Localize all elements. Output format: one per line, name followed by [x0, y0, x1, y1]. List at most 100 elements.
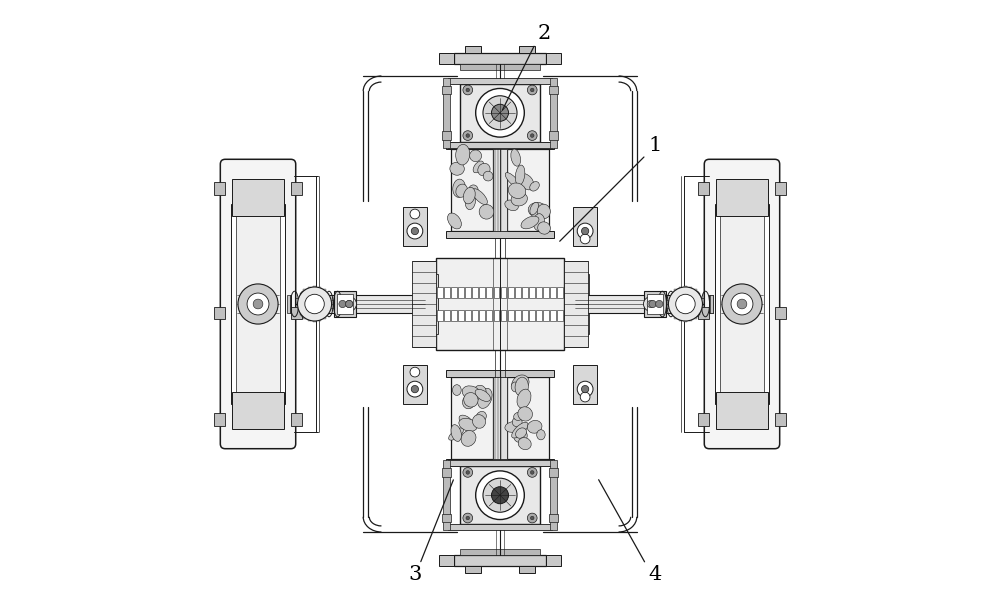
Ellipse shape [459, 415, 473, 427]
Bar [460, 466, 540, 524]
Circle shape [466, 88, 470, 92]
Circle shape [298, 287, 332, 321]
Circle shape [466, 134, 470, 137]
Bar [699, 302, 703, 306]
Bar [549, 468, 558, 477]
Circle shape [647, 300, 654, 308]
Bar [448, 142, 552, 148]
Circle shape [466, 471, 470, 474]
Bar [300, 311, 304, 315]
Ellipse shape [456, 144, 470, 165]
Bar [308, 287, 311, 291]
Bar [442, 131, 451, 140]
Circle shape [530, 134, 534, 137]
Bar [465, 310, 471, 321]
Bar [549, 131, 558, 140]
Bar [448, 460, 552, 466]
Bar [291, 182, 302, 195]
Circle shape [305, 294, 324, 314]
Bar [442, 468, 451, 477]
Circle shape [339, 300, 346, 308]
Bar [515, 287, 521, 298]
Ellipse shape [476, 412, 486, 422]
Bar [696, 311, 700, 315]
Ellipse shape [483, 171, 493, 181]
Ellipse shape [537, 204, 550, 219]
Bar [522, 287, 528, 298]
Circle shape [643, 297, 658, 311]
Bar [458, 287, 464, 298]
Circle shape [580, 392, 590, 402]
Bar [442, 86, 451, 94]
Bar [300, 293, 304, 297]
Bar [508, 310, 514, 321]
Bar [775, 182, 786, 195]
Circle shape [346, 300, 353, 308]
Ellipse shape [516, 428, 526, 438]
Ellipse shape [518, 438, 531, 449]
Bar [550, 287, 556, 298]
Ellipse shape [473, 415, 486, 428]
Bar [699, 297, 702, 301]
Bar [669, 307, 672, 311]
Bar [479, 287, 485, 298]
Circle shape [676, 294, 695, 314]
Ellipse shape [456, 184, 467, 198]
Bar [710, 295, 713, 313]
Bar [493, 377, 507, 459]
Ellipse shape [512, 375, 529, 392]
Bar [575, 274, 589, 334]
Bar [679, 287, 682, 291]
Ellipse shape [512, 417, 522, 427]
Bar [507, 377, 549, 459]
Bar [437, 287, 443, 298]
Bar [671, 311, 674, 315]
Ellipse shape [459, 418, 477, 431]
Bar [486, 287, 492, 298]
Circle shape [581, 227, 589, 235]
Bar [493, 149, 507, 231]
Bar [674, 315, 678, 319]
Ellipse shape [530, 202, 539, 215]
Circle shape [491, 486, 509, 503]
Bar [668, 302, 671, 306]
Bar [494, 287, 499, 298]
Bar [444, 310, 450, 321]
Bar [454, 555, 546, 566]
Bar [529, 287, 535, 298]
Circle shape [463, 131, 473, 140]
Bar [303, 289, 307, 293]
Bar [458, 310, 464, 321]
Bar [689, 317, 692, 321]
Bar [451, 149, 493, 231]
Circle shape [527, 513, 537, 523]
Ellipse shape [464, 393, 478, 407]
Bar [679, 317, 682, 321]
Bar [508, 287, 514, 298]
Ellipse shape [514, 412, 524, 420]
Bar [308, 317, 311, 321]
Bar [460, 549, 540, 555]
Bar [550, 310, 556, 321]
Ellipse shape [505, 200, 518, 210]
Bar [298, 297, 301, 301]
Bar [342, 295, 346, 313]
FancyBboxPatch shape [220, 159, 296, 449]
Bar [550, 78, 557, 148]
Bar [231, 204, 285, 404]
Ellipse shape [451, 424, 461, 441]
Ellipse shape [449, 428, 464, 440]
Bar [291, 307, 302, 319]
Bar [573, 365, 597, 404]
Circle shape [722, 284, 762, 324]
Ellipse shape [518, 407, 532, 421]
Bar [684, 286, 687, 290]
Bar [549, 86, 558, 94]
Bar [460, 84, 540, 142]
Bar [298, 307, 301, 311]
Ellipse shape [473, 161, 484, 173]
Circle shape [411, 385, 419, 393]
Ellipse shape [511, 192, 527, 206]
Bar [543, 287, 549, 298]
Bar [451, 287, 457, 298]
